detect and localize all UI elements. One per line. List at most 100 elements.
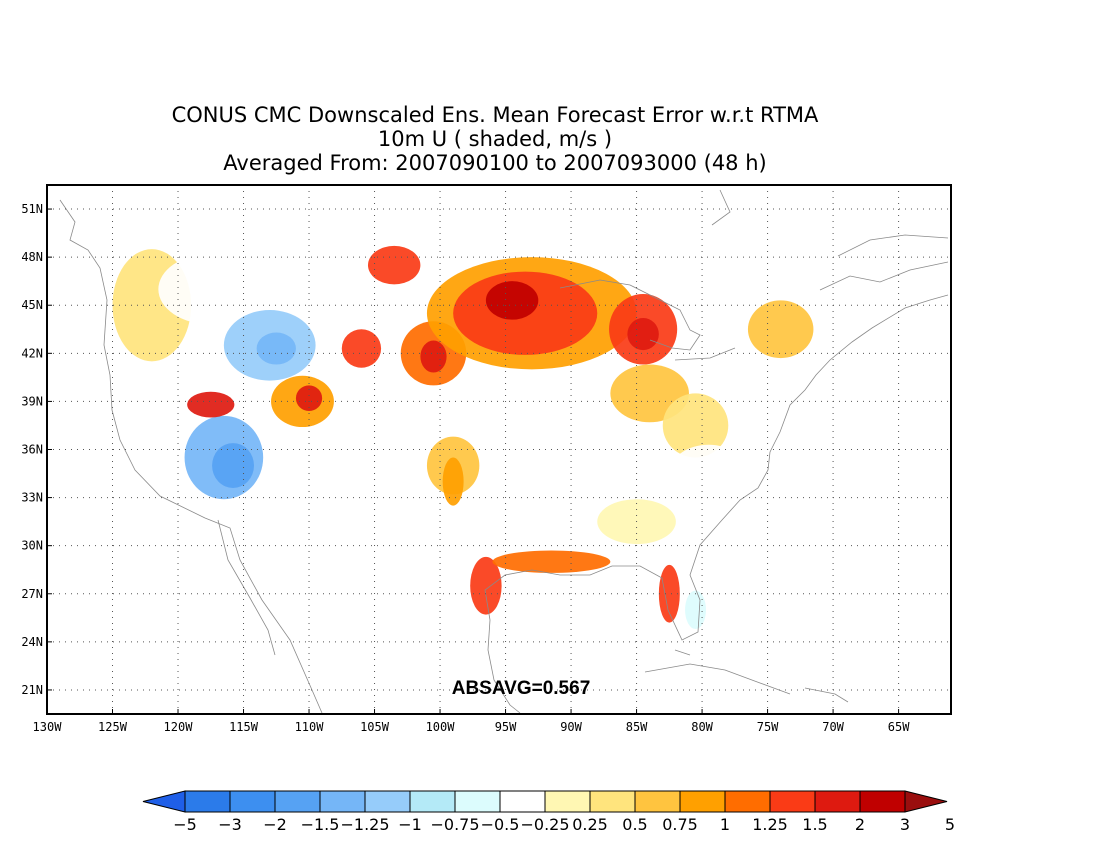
lon-tick-label: 95W: [495, 720, 517, 734]
lat-tick-label: 30N: [21, 539, 43, 553]
map-subtitle: 10m U ( shaded, m/s ): [377, 127, 613, 151]
colorbar-swatch: [229, 790, 276, 813]
colorbar-label: 0.5: [622, 815, 647, 834]
error-region-12: [420, 340, 447, 373]
error-region-6: [187, 391, 235, 418]
error-region-5: [212, 443, 255, 488]
lon-tick-label: 75W: [757, 720, 779, 734]
gulf-coastline: [484, 294, 949, 641]
colorbar-swatch: [184, 790, 231, 813]
colorbar-label: 3: [900, 815, 910, 834]
colorbar-swatch: [814, 790, 861, 813]
colorbar-swatch: [499, 790, 546, 813]
error-shading: [112, 245, 814, 630]
lat-lon-grid: [47, 185, 951, 714]
colorbar: [142, 790, 948, 813]
lon-tick-label: 65W: [888, 720, 910, 734]
colorbar-swatch: [454, 790, 501, 813]
lon-tick-label: 105W: [360, 720, 390, 734]
lon-tick-label: 85W: [626, 720, 648, 734]
error-region-26: [470, 556, 502, 615]
colorbar-label: −0.25: [520, 815, 569, 834]
error-region-29: [685, 590, 707, 630]
map-period: Averaged From: 2007090100 to 2007093000 …: [223, 151, 767, 175]
longitude-labels: 130W 125W 120W 115W 110W 105W 100W 95W 90W 85W 80W…: [33, 709, 910, 734]
cuba-outline: [644, 663, 791, 695]
baja-coastline: [217, 519, 276, 656]
error-region-25: [538, 529, 604, 556]
colorbar-swatch: [274, 790, 321, 813]
lat-tick-label: 21N: [21, 683, 43, 697]
colorbar-label: 0.75: [662, 815, 698, 834]
colorbar-label: −1.5: [301, 815, 340, 834]
error-region-9: [341, 329, 382, 368]
lat-tick-label: 33N: [21, 491, 43, 505]
lat-tick-label: 24N: [21, 635, 43, 649]
lon-tick-label: 125W: [98, 720, 128, 734]
lat-tick-label: 27N: [21, 587, 43, 601]
error-region-27: [492, 550, 611, 573]
caribbean-islands: [674, 649, 849, 703]
colorbar-label: −3: [218, 815, 242, 834]
error-region-19: [442, 457, 464, 506]
colorbar-label: 1: [720, 815, 730, 834]
colorbar-swatch: [769, 790, 816, 813]
colorbar-labels: −5 −3 −2 −1.5 −1.25 −1 −0.75 −0.5 −0.25 0.25 0.5 0.…: [173, 815, 955, 834]
error-region-10: [367, 245, 421, 285]
error-region-22: [747, 300, 814, 359]
colorbar-swatch: [724, 790, 771, 813]
colorbar-swatch: [319, 790, 366, 813]
error-region-15: [485, 281, 539, 320]
great-lakes-outline: [559, 279, 736, 361]
colorbar-swatch: [634, 790, 681, 813]
error-region-23: [669, 444, 748, 503]
lat-tick-label: 39N: [21, 394, 43, 408]
colorbar-label: −2: [263, 815, 287, 834]
colorbar-label: −1.25: [340, 815, 389, 834]
error-region-17: [627, 318, 659, 351]
colorbar-label: 0.25: [572, 815, 608, 834]
colorbar-swatch: [589, 790, 636, 813]
colorbar-label: 5: [945, 815, 955, 834]
colorbar-swatch-low: [142, 790, 186, 813]
colorbar-label: −0.75: [430, 815, 479, 834]
lon-tick-label: 115W: [229, 720, 259, 734]
error-region-3: [256, 332, 296, 365]
colorbar-swatch: [859, 790, 906, 813]
lon-tick-label: 110W: [295, 720, 325, 734]
pacific-coastline: [59, 199, 323, 714]
lat-tick-label: 45N: [21, 298, 43, 312]
lon-tick-label: 80W: [691, 720, 713, 734]
colorbar-label: 2: [855, 815, 865, 834]
lon-tick-label: 90W: [560, 720, 582, 734]
error-region-8: [295, 385, 323, 412]
colorbar-label: 1.25: [752, 815, 788, 834]
colorbar-label: 1.5: [802, 815, 827, 834]
colorbar-label: −1: [398, 815, 422, 834]
lat-tick-label: 48N: [21, 250, 43, 264]
error-region-28: [658, 564, 680, 623]
colorbar-label: −5: [173, 815, 197, 834]
colorbar-swatch: [544, 790, 591, 813]
coastline-outlines: [59, 189, 949, 714]
colorbar-swatch: [679, 790, 726, 813]
lat-tick-label: 51N: [21, 202, 43, 216]
latitude-labels: 51N 48N 45N 42N 39N 36N 33N 30N 27N 24N 21N: [21, 202, 52, 697]
error-region-1: [158, 253, 264, 325]
map-title: CONUS CMC Downscaled Ens. Mean Forecast …: [171, 103, 819, 127]
error-region-21: [662, 393, 729, 458]
colorbar-label: −0.5: [481, 815, 520, 834]
lon-tick-label: 120W: [164, 720, 194, 734]
lon-tick-label: 130W: [33, 720, 63, 734]
colorbar-swatch-high: [904, 790, 948, 813]
colorbar-swatch: [364, 790, 411, 813]
mexico-coastline: [487, 619, 521, 714]
absavg-label: ABSAVG=0.567: [452, 678, 591, 699]
lon-tick-label: 70W: [822, 720, 844, 734]
canada-coastline: [711, 189, 949, 291]
lon-tick-label: 100W: [426, 720, 456, 734]
lat-tick-label: 42N: [21, 346, 43, 360]
lat-tick-label: 36N: [21, 443, 43, 457]
colorbar-swatch: [409, 790, 456, 813]
